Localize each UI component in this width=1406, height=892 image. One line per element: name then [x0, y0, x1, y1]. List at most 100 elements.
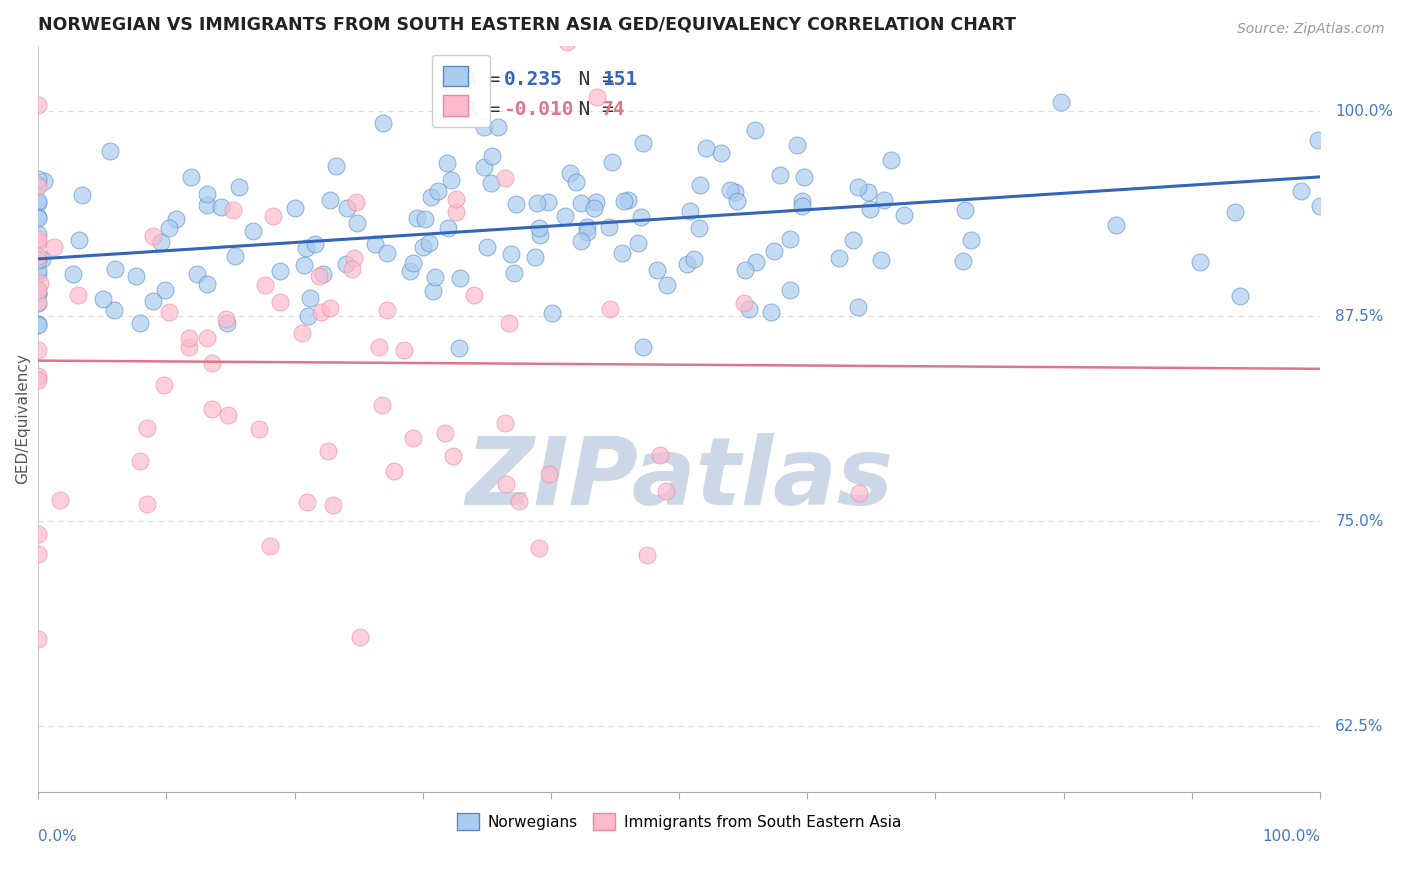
Point [373, 116, 395, 130]
Point [495, 476, 517, 491]
Point [688, 221, 710, 235]
Point [447, 341, 470, 355]
Point [125, 268, 148, 283]
Point [195, 331, 218, 345]
Point [254, 277, 277, 292]
Point [792, 199, 814, 213]
Point [224, 249, 246, 263]
Point [792, 194, 814, 208]
Point [495, 416, 517, 430]
Point [304, 236, 326, 251]
Point [27, 178, 49, 193]
Point [540, 306, 562, 320]
Point [294, 242, 316, 256]
Point [848, 486, 870, 500]
Point [856, 185, 879, 199]
Point [565, 175, 588, 189]
Point [284, 202, 307, 216]
Point [793, 169, 815, 184]
Point [98, 144, 121, 158]
Point [375, 246, 398, 260]
Point [779, 232, 801, 246]
Point [180, 170, 202, 185]
Point [150, 235, 173, 250]
Point [217, 409, 239, 423]
Point [1049, 95, 1071, 110]
Point [558, 166, 581, 180]
Point [221, 203, 243, 218]
Point [27, 294, 49, 309]
Point [1306, 133, 1329, 147]
Point [66, 288, 89, 302]
Point [157, 220, 180, 235]
Text: 75.0%: 75.0% [1336, 514, 1384, 529]
Point [129, 316, 152, 330]
Point [645, 263, 668, 277]
Point [585, 194, 607, 209]
Point [502, 266, 524, 280]
Point [1105, 218, 1128, 232]
Point [346, 216, 368, 230]
Point [441, 449, 464, 463]
Point [569, 196, 592, 211]
Point [880, 153, 903, 167]
Point [27, 211, 49, 226]
Point [505, 197, 527, 211]
Point [437, 220, 460, 235]
Point [554, 209, 576, 223]
Point [527, 541, 550, 556]
Point [27, 296, 49, 310]
Point [869, 252, 891, 267]
Text: 100.0%: 100.0% [1336, 103, 1393, 119]
Text: NORWEGIAN VS IMMIGRANTS FROM SOUTH EASTERN ASIA GED/EQUIVALENCY CORRELATION CHAR: NORWEGIAN VS IMMIGRANTS FROM SOUTH EASTE… [38, 15, 1017, 33]
Point [679, 203, 702, 218]
Point [872, 193, 894, 207]
Y-axis label: GED/Equivalency: GED/Equivalency [15, 353, 30, 484]
Point [153, 377, 176, 392]
Point [555, 36, 578, 50]
Point [779, 283, 801, 297]
Point [142, 228, 165, 243]
Point [27, 287, 49, 301]
Point [179, 330, 201, 344]
Point [325, 159, 347, 173]
Point [412, 240, 434, 254]
Point [786, 137, 808, 152]
Point [291, 326, 314, 341]
Point [27, 318, 49, 332]
Point [733, 296, 755, 310]
Point [312, 267, 335, 281]
Point [486, 120, 509, 134]
Point [209, 200, 232, 214]
Point [104, 262, 127, 277]
Point [636, 549, 658, 563]
Point [444, 205, 467, 219]
Point [759, 305, 782, 319]
Text: Source: ZipAtlas.com: Source: ZipAtlas.com [1237, 22, 1385, 37]
Point [586, 90, 609, 104]
Point [423, 270, 446, 285]
Point [269, 263, 291, 277]
Point [27, 317, 49, 331]
Point [612, 245, 634, 260]
Point [444, 192, 467, 206]
Text: -0.010: -0.010 [503, 100, 574, 119]
Point [27, 178, 49, 192]
Point [27, 373, 49, 387]
Point [319, 301, 342, 315]
Point [32, 174, 55, 188]
Point [422, 284, 444, 298]
Point [217, 317, 239, 331]
Point [27, 286, 49, 301]
Point [27, 343, 49, 357]
Point [848, 301, 870, 315]
Point [179, 340, 201, 354]
Point [650, 448, 672, 462]
Point [436, 155, 458, 169]
Point [426, 184, 449, 198]
Point [31, 252, 53, 266]
Text: R =: R = [465, 100, 512, 119]
Point [1289, 184, 1312, 198]
Point [27, 547, 49, 561]
Point [599, 301, 621, 316]
